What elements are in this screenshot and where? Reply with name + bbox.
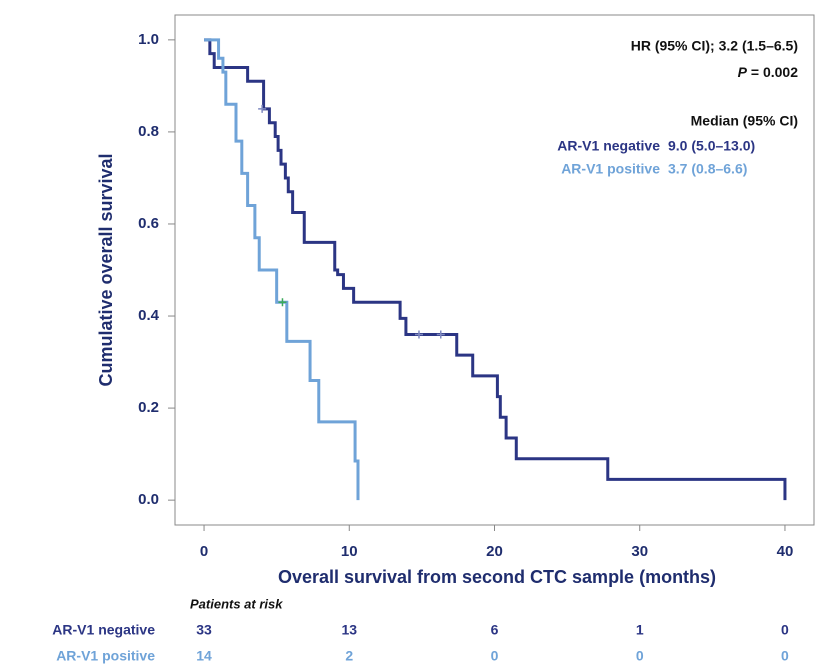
risk-count: 33	[196, 622, 212, 638]
x-tick-label: 10	[341, 543, 358, 560]
risk-row-label: AR-V1 positive	[56, 648, 155, 664]
risk-count: 0	[781, 622, 789, 638]
median-header: Median (95% CI)	[691, 113, 798, 129]
p-value: P = 0.002	[738, 64, 799, 80]
risk-count: 2	[345, 648, 353, 664]
y-tick-label: 1.0	[138, 31, 159, 48]
risk-count: 0	[491, 648, 499, 664]
x-axis-label: Overall survival from second CTC sample …	[278, 567, 716, 587]
risk-row-label: AR-V1 negative	[52, 622, 155, 638]
median-value: 9.0 (5.0–13.0)	[668, 138, 755, 154]
y-tick-label: 0.4	[138, 307, 160, 324]
y-tick-label: 0.6	[138, 215, 159, 232]
y-axis-label: Cumulative overall survival	[96, 153, 116, 386]
y-tick-label: 0.2	[138, 399, 159, 416]
censor-mark	[414, 330, 423, 339]
censor-mark	[258, 104, 267, 113]
y-tick-label: 0.8	[138, 123, 159, 140]
legend-label: AR-V1 negative	[557, 138, 660, 154]
risk-count: 13	[341, 622, 357, 638]
risk-count: 6	[491, 622, 499, 638]
p-symbol: P	[738, 64, 748, 80]
risk-count: 0	[636, 648, 644, 664]
median-value: 3.7 (0.8–6.6)	[668, 161, 747, 177]
hr-annotation: HR (95% CI); 3.2 (1.5–6.5)	[631, 38, 798, 54]
survival-curve	[204, 38, 787, 501]
p-number: = 0.002	[751, 64, 798, 80]
censor-mark	[436, 330, 445, 339]
y-tick-label: 0.0	[138, 491, 159, 508]
risk-count: 1	[636, 622, 644, 638]
risk-title: Patients at risk	[190, 596, 283, 611]
legend-label: AR-V1 positive	[561, 161, 660, 177]
survival-curve	[204, 38, 360, 501]
x-tick-label: 0	[200, 543, 208, 560]
risk-count: 14	[196, 648, 212, 664]
x-tick-label: 30	[631, 543, 648, 560]
x-tick-label: 20	[486, 543, 503, 560]
risk-count: 0	[781, 648, 789, 664]
censor-mark	[278, 298, 287, 307]
x-tick-label: 40	[777, 543, 794, 560]
